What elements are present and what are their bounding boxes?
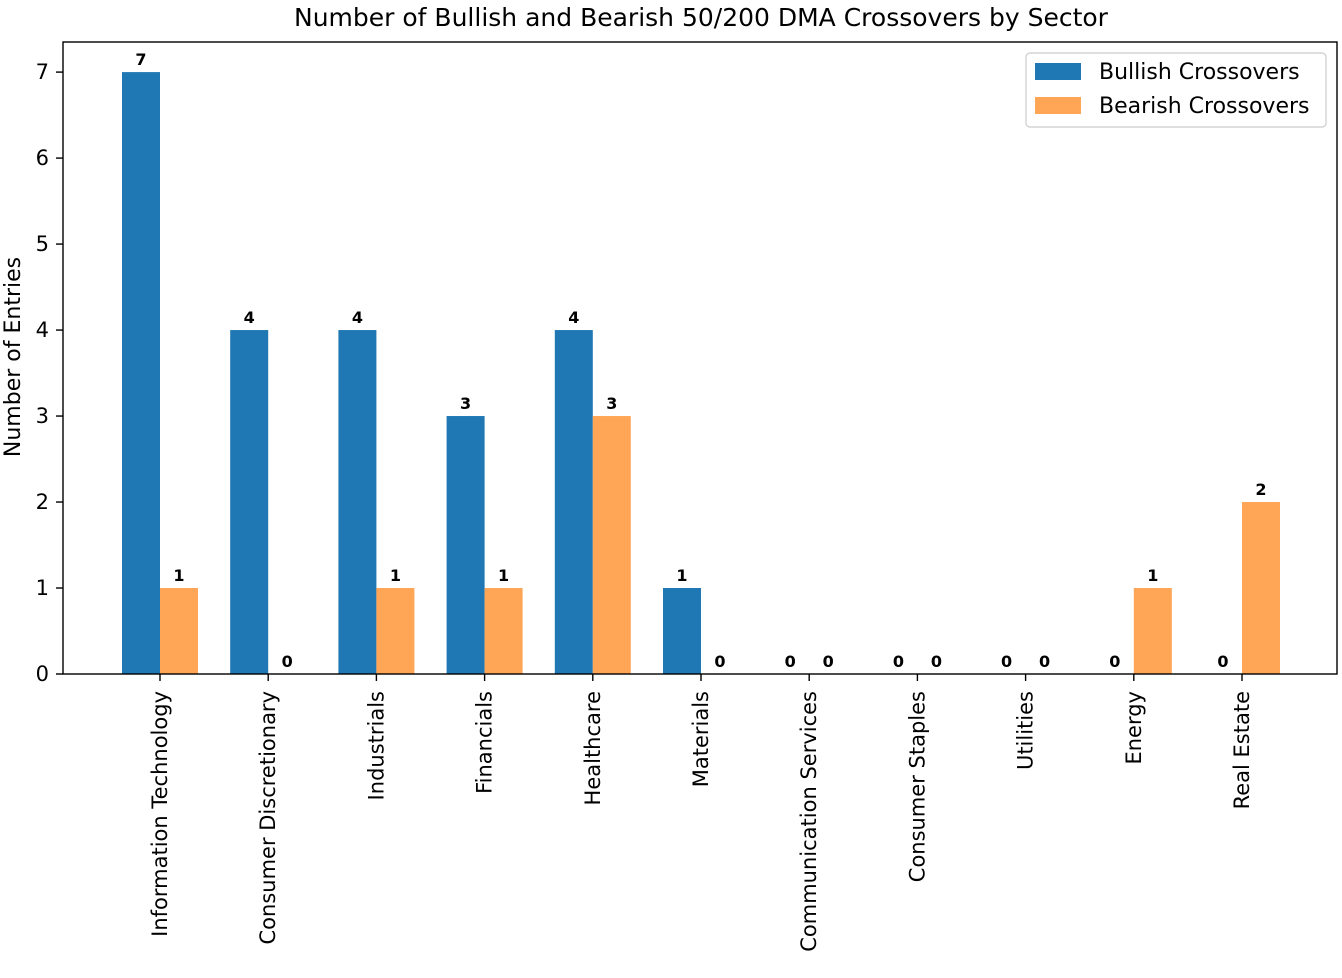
x-tick-label-9: Energy <box>1122 691 1146 765</box>
y-axis-label: Number of Entries <box>1 257 26 457</box>
bar-bullish-1 <box>230 330 269 674</box>
y-tick-label-1: 1 <box>36 576 49 600</box>
data-label-bearish-0: 1 <box>173 566 184 585</box>
chart-title: Number of Bullish and Bearish 50/200 DMA… <box>294 3 1109 32</box>
data-label-bullish-4: 4 <box>568 308 579 327</box>
data-label-bullish-1: 4 <box>244 308 255 327</box>
y-tick-label-0: 0 <box>36 662 49 686</box>
legend: Bullish Crossovers Bearish Crossovers <box>1025 52 1327 128</box>
bar-bearish-3 <box>484 588 523 674</box>
x-axis: Information Technology Consumer Discretio… <box>148 674 1254 952</box>
data-label-bearish-5: 0 <box>714 652 725 671</box>
legend-label-bullish: Bullish Crossovers <box>1099 60 1300 85</box>
bar-bearish-2 <box>376 588 415 674</box>
x-tick-label-5: Materials <box>689 691 713 787</box>
bar-bearish-10 <box>1242 502 1280 674</box>
data-label-bullish-7: 0 <box>893 652 904 671</box>
data-label-bearish-10: 2 <box>1255 480 1266 499</box>
data-label-bearish-6: 0 <box>823 652 834 671</box>
bar-bearish-4 <box>592 416 631 674</box>
data-label-bearish-8: 0 <box>1039 652 1050 671</box>
bar-bullish-3 <box>446 416 485 674</box>
y-axis: 0 1 2 3 4 5 6 7 <box>36 60 63 686</box>
y-tick-label-2: 2 <box>36 490 49 514</box>
data-label-bearish-3: 1 <box>498 566 509 585</box>
x-tick-label-0: Information Technology <box>148 691 172 937</box>
x-tick-label-6: Communication Services <box>797 691 821 952</box>
legend-box <box>1025 52 1327 128</box>
data-label-bullish-0: 7 <box>135 50 146 69</box>
data-label-bearish-9: 1 <box>1147 566 1158 585</box>
bar-bearish-9 <box>1133 588 1172 674</box>
x-tick-label-10: Real Estate <box>1230 691 1254 809</box>
plot-area-frame <box>62 41 1338 675</box>
data-label-bullish-9: 0 <box>1109 652 1120 671</box>
x-tick-label-2: Industrials <box>364 691 388 800</box>
y-tick-label-6: 6 <box>36 146 49 170</box>
data-label-bullish-10: 0 <box>1217 652 1228 671</box>
x-tick-label-3: Financials <box>473 691 497 794</box>
data-labels-layer: 7 4 4 3 4 1 0 0 0 0 0 1 0 1 1 3 0 0 0 0 1 2 <box>135 50 1266 671</box>
data-label-bearish-2: 1 <box>390 566 401 585</box>
data-label-bullish-5: 1 <box>676 566 687 585</box>
bar-bullish-4 <box>554 330 593 674</box>
bars-layer <box>122 72 1280 675</box>
y-tick-label-7: 7 <box>36 60 49 84</box>
data-label-bullish-2: 4 <box>352 308 363 327</box>
x-tick-label-4: Healthcare <box>581 691 605 805</box>
data-label-bearish-7: 0 <box>931 652 942 671</box>
bar-bullish-2 <box>338 330 377 674</box>
x-tick-label-8: Utilities <box>1014 691 1038 770</box>
legend-swatch-bearish <box>1035 97 1081 114</box>
legend-label-bearish: Bearish Crossovers <box>1099 94 1310 119</box>
data-label-bullish-6: 0 <box>785 652 796 671</box>
data-label-bullish-3: 3 <box>460 394 471 413</box>
y-tick-label-5: 5 <box>36 232 49 256</box>
y-tick-label-3: 3 <box>36 404 49 428</box>
x-tick-label-7: Consumer Staples <box>905 691 929 882</box>
bar-bearish-0 <box>160 588 198 674</box>
data-label-bearish-4: 3 <box>606 394 617 413</box>
x-tick-label-1: Consumer Discretionary <box>256 691 280 945</box>
legend-swatch-bullish <box>1035 63 1081 80</box>
y-tick-label-4: 4 <box>36 318 49 342</box>
data-label-bearish-1: 0 <box>282 652 293 671</box>
bar-bullish-0 <box>122 72 160 675</box>
data-label-bullish-8: 0 <box>1001 652 1012 671</box>
bar-bullish-5 <box>663 588 701 674</box>
